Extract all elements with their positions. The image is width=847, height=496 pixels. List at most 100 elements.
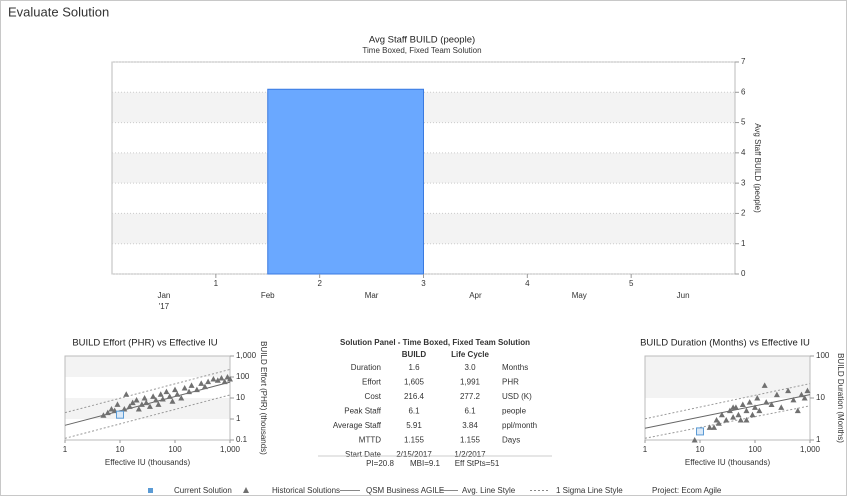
- historical-point: [193, 386, 200, 393]
- panel-cell: 1.155: [404, 436, 425, 445]
- panel-cell: 216.4: [404, 392, 425, 401]
- y-tick-label: 1: [816, 435, 821, 444]
- y-tick-label: 0.1: [236, 435, 248, 444]
- historical-point: [157, 391, 164, 397]
- historical-point: [198, 380, 205, 386]
- historical-point: [205, 378, 212, 385]
- panel-footer: MBI=9.1: [410, 459, 441, 468]
- historical-point: [169, 398, 176, 404]
- historical-point: [801, 395, 808, 401]
- historical-point: [735, 411, 742, 418]
- y-tick-label: 6: [741, 87, 746, 96]
- historical-point: [114, 401, 121, 407]
- y-tick-label: 10: [236, 393, 245, 402]
- historical-point: [804, 387, 811, 394]
- historical-point: [752, 404, 758, 410]
- historical-point: [732, 404, 739, 410]
- historical-point: [768, 401, 775, 408]
- panel-row-label: Effort: [362, 378, 382, 387]
- historical-point: [126, 403, 133, 409]
- legend-label: Historical Solutions: [272, 486, 340, 495]
- x-tick-label: 1,000: [800, 445, 821, 454]
- panel-cell: 1.6: [408, 363, 420, 372]
- historical-point: [746, 399, 753, 405]
- panel-footer: Eff StPts=51: [455, 459, 500, 468]
- sigma-line: [644, 383, 811, 420]
- y-tick-label: 7: [741, 57, 746, 66]
- historical-point: [794, 407, 801, 414]
- historical-point: [186, 388, 193, 395]
- y-tick-label: 1: [236, 414, 241, 423]
- historical-point: [181, 384, 188, 391]
- historical-point: [121, 405, 128, 412]
- month-label: Jan: [157, 291, 170, 300]
- panel-row-label: Peak Staff: [344, 407, 382, 416]
- historical-point: [123, 391, 130, 397]
- y-tick-label: 5: [741, 118, 746, 127]
- historical-point: [218, 374, 225, 381]
- y-axis-label: Avg Staff BUILD (people): [753, 123, 762, 213]
- x-tick-label: 100: [748, 445, 762, 454]
- historical-point: [691, 437, 698, 443]
- panel-row-label: Cost: [365, 392, 382, 401]
- legend-square: [148, 488, 153, 493]
- historical-point: [135, 405, 142, 412]
- month-label: Jun: [677, 291, 690, 300]
- x-tick-label: 10: [696, 445, 705, 454]
- y-tick-label: 2: [741, 209, 746, 218]
- current-solution: [696, 427, 704, 436]
- panel-cell: 2/15/2017: [396, 450, 432, 459]
- historical-point: [723, 416, 730, 423]
- sigma-line: [64, 394, 231, 439]
- historical-point: [152, 397, 159, 403]
- year-label: '17: [159, 302, 170, 311]
- historical-point: [108, 405, 115, 412]
- historical-point: [172, 386, 178, 393]
- x-tick-label: 5: [629, 279, 634, 288]
- y-tick-label: 4: [741, 148, 746, 157]
- chart-title: BUILD Effort (PHR) vs Effective IU: [72, 338, 217, 349]
- historical-point: [138, 401, 145, 407]
- x-tick-label: 2: [317, 279, 322, 288]
- historical-point: [163, 388, 170, 395]
- historical-point: [133, 397, 140, 403]
- month-label: May: [572, 291, 587, 300]
- historical-point: [785, 387, 792, 394]
- band: [65, 356, 230, 377]
- historical-point: [790, 396, 797, 403]
- historical-point: [221, 378, 228, 385]
- historical-point: [739, 401, 746, 408]
- y-tick-label: 100: [816, 351, 830, 360]
- historical-point: [146, 403, 153, 409]
- panel-cell: 1.155: [460, 436, 481, 445]
- historical-point: [778, 404, 785, 410]
- chart-subtitle: Time Boxed, Fixed Team Solution: [362, 46, 481, 55]
- trend-line: [644, 394, 811, 429]
- historical-point: [201, 383, 208, 390]
- historical-point: [761, 382, 768, 388]
- historical-point: [737, 416, 744, 423]
- historical-point: [718, 411, 725, 418]
- historical-point: [178, 395, 185, 401]
- panel-unit: USD (K): [502, 392, 532, 401]
- x-axis-label: Effective IU (thousands): [685, 458, 771, 467]
- historical-point: [166, 393, 173, 399]
- panel-unit: PHR: [502, 378, 519, 387]
- historical-point: [754, 395, 761, 401]
- historical-point: [743, 416, 750, 423]
- historical-point: [730, 414, 737, 420]
- historical-point: [711, 424, 718, 430]
- historical-point: [141, 395, 148, 401]
- historical-point: [214, 377, 221, 383]
- historical-point: [749, 411, 756, 418]
- historical-point: [798, 391, 805, 398]
- y-tick-label: 3: [741, 178, 746, 187]
- month-label: Feb: [261, 291, 275, 300]
- panel-cell: 5.91: [406, 421, 422, 430]
- y-tick-label: 10: [816, 393, 825, 402]
- legend-label: Avg. Line Style: [462, 486, 516, 495]
- x-tick-label: 10: [116, 445, 125, 454]
- panel-cell: 1/2/2017: [454, 450, 486, 459]
- panel-row-label: Duration: [351, 363, 381, 372]
